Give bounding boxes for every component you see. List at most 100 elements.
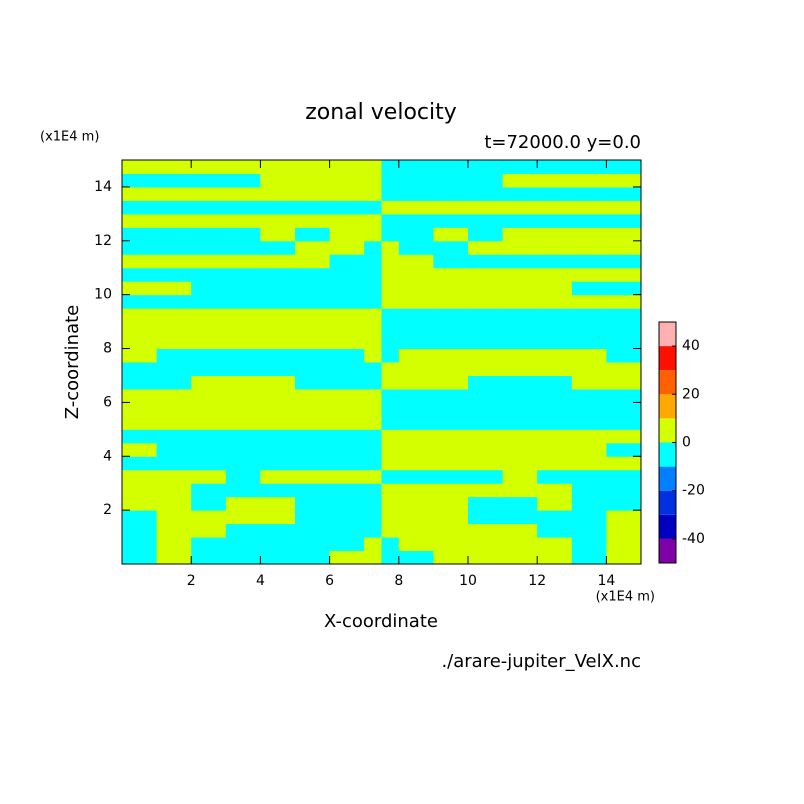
- contour-cell: [381, 483, 400, 498]
- contour-cell: [364, 388, 382, 403]
- contour-cell: [571, 496, 607, 511]
- contour-cell: [122, 200, 158, 215]
- colorbar-segment: [659, 370, 676, 395]
- contour-cell: [191, 442, 227, 457]
- contour-cell: [468, 240, 504, 255]
- colorbar-segment: [659, 490, 676, 515]
- contour-cell: [260, 240, 296, 255]
- contour-cell: [364, 321, 382, 336]
- contour-cell: [502, 254, 538, 269]
- contour-cell: [537, 375, 573, 390]
- contour-cell: [364, 227, 382, 242]
- contour-cell: [398, 456, 434, 471]
- contour-cell: [364, 362, 382, 376]
- contour-cell: [537, 523, 573, 538]
- contour-cell: [537, 227, 573, 242]
- contour-cell: [295, 402, 331, 417]
- contour-cell: [398, 213, 434, 228]
- contour-cell: [537, 240, 573, 255]
- contour-cell: [398, 160, 434, 174]
- contour-cell: [502, 550, 538, 565]
- contour-cell: [468, 496, 504, 511]
- contour-cell: [571, 200, 607, 215]
- contour-cell: [122, 456, 158, 471]
- contour-cell: [364, 213, 382, 228]
- contour-cell: [225, 267, 261, 282]
- contour-cell: [260, 537, 296, 552]
- contour-cell: [364, 456, 382, 471]
- contour-cell: [606, 267, 642, 282]
- contour-cell: [502, 281, 538, 296]
- contour-cell: [571, 388, 607, 403]
- contour-cell: [537, 213, 573, 228]
- contour-cell: [225, 442, 261, 457]
- contour-cell: [537, 429, 573, 444]
- contour-cell: [122, 496, 158, 511]
- y-tick-label: 14: [94, 179, 112, 195]
- contour-cell: [381, 335, 400, 350]
- contour-cell: [329, 523, 365, 538]
- contour-cell: [329, 483, 365, 498]
- contour-cell: [364, 308, 382, 323]
- contour-cell: [329, 362, 365, 376]
- contour-cell: [468, 200, 504, 215]
- contour-cell: [225, 415, 261, 430]
- contour-cell: [502, 415, 538, 430]
- contour-cell: [502, 335, 538, 350]
- contour-cell: [433, 415, 469, 430]
- contour-cell: [225, 281, 261, 296]
- contour-cell: [606, 442, 642, 457]
- contour-cell: [502, 173, 538, 188]
- contour-cell: [502, 362, 538, 376]
- contour-cell: [364, 240, 382, 255]
- contour-cell: [606, 469, 642, 484]
- contour-cell: [468, 483, 504, 498]
- contour-cell: [329, 537, 365, 552]
- contour-cell: [295, 388, 331, 403]
- contour-cell: [156, 442, 192, 457]
- contour-cell: [329, 308, 365, 323]
- contour-cell: [606, 388, 642, 403]
- contour-cell: [156, 523, 192, 538]
- contour-cell: [191, 267, 227, 282]
- contour-cell: [329, 456, 365, 471]
- contour-cell: [571, 469, 607, 484]
- contour-cell: [537, 348, 573, 363]
- contour-cell: [364, 254, 382, 269]
- contour-cell: [156, 496, 192, 511]
- contour-cell: [502, 240, 538, 255]
- contour-cell: [295, 294, 331, 309]
- x-tick-label: 10: [459, 573, 477, 589]
- contour-cell: [329, 550, 365, 565]
- contour-cell: [295, 308, 331, 323]
- contour-cell: [502, 200, 538, 215]
- contour-cell: [156, 240, 192, 255]
- contour-cell: [571, 321, 607, 336]
- contour-cell: [381, 227, 400, 242]
- contour-cell: [571, 523, 607, 538]
- contour-cell: [502, 429, 538, 444]
- y-axis-label: Z-coordinate: [62, 305, 83, 420]
- contour-cell: [606, 402, 642, 417]
- contour-cell: [398, 362, 434, 376]
- contour-cell: [398, 335, 434, 350]
- contour-cell: [468, 294, 504, 309]
- y-tick-label: 2: [103, 502, 112, 518]
- contour-cell: [122, 267, 158, 282]
- contour-cell: [295, 186, 331, 201]
- source-label: ./arare-jupiter_VelX.nc: [441, 651, 641, 672]
- contour-cell: [606, 456, 642, 471]
- contour-cell: [225, 348, 261, 363]
- contour-cell: [433, 456, 469, 471]
- contour-cell: [398, 442, 434, 457]
- contour-cell: [468, 173, 504, 188]
- contour-cell: [502, 483, 538, 498]
- contour-cell: [295, 375, 331, 390]
- contour-cell: [502, 510, 538, 525]
- contour-cell: [571, 267, 607, 282]
- contour-cell: [329, 254, 365, 269]
- contour-cell: [606, 227, 642, 242]
- contour-cell: [225, 388, 261, 403]
- contour-cell: [364, 510, 382, 525]
- contour-cell: [156, 160, 192, 174]
